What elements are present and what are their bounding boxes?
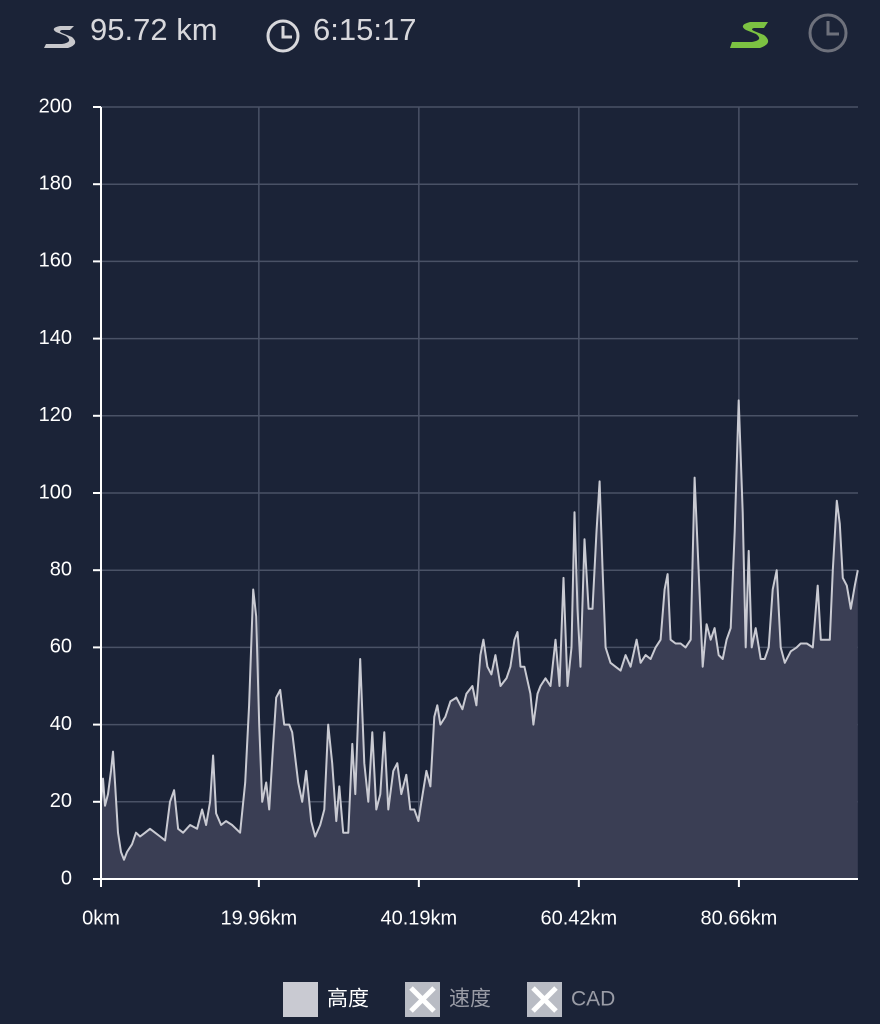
y-tick-label: 20	[50, 790, 72, 812]
x-tick-label: 40.19km	[380, 907, 457, 929]
x-tick-label: 0km	[82, 907, 120, 929]
legend-label: 高度	[327, 988, 369, 1011]
duration-icon	[266, 19, 300, 53]
distance: 95.72 km	[90, 12, 218, 47]
area-line	[100, 399, 859, 861]
legend-swatch[interactable]	[283, 982, 318, 1017]
legend-off-mark	[409, 986, 436, 1013]
legend-label: CAD	[571, 988, 615, 1011]
area-fill	[101, 400, 858, 879]
x-tick-label: 19.96km	[220, 907, 297, 929]
x-tick-label: 80.66km	[701, 907, 778, 929]
y-tick-label: 60	[50, 636, 72, 658]
y-tick-label: 120	[39, 404, 72, 426]
x-tick-label: 60.42km	[540, 907, 617, 929]
y-tick-label: 0	[61, 867, 72, 889]
y-tick-label: 160	[39, 250, 72, 272]
distance-mode-button[interactable]	[730, 22, 769, 48]
y-tick-label: 180	[39, 172, 72, 194]
y-tick-label: 140	[39, 327, 72, 349]
y-tick-label: 100	[39, 481, 72, 503]
plot: 0 20 40 60 80 100 120 140 160 180 200 0km 19.96km 40.…	[39, 95, 859, 929]
legend-label: 速度	[449, 988, 491, 1011]
legend-off-mark	[531, 986, 558, 1013]
legend: 高度 速度 CAD	[283, 982, 615, 1017]
y-tick-label: 40	[50, 713, 72, 735]
time-mode-button[interactable]	[808, 13, 848, 53]
duration: 6:15:17	[313, 12, 416, 47]
y-tick-label: 200	[39, 95, 72, 117]
y-tick-label: 80	[50, 558, 72, 580]
distance-icon	[44, 26, 76, 48]
